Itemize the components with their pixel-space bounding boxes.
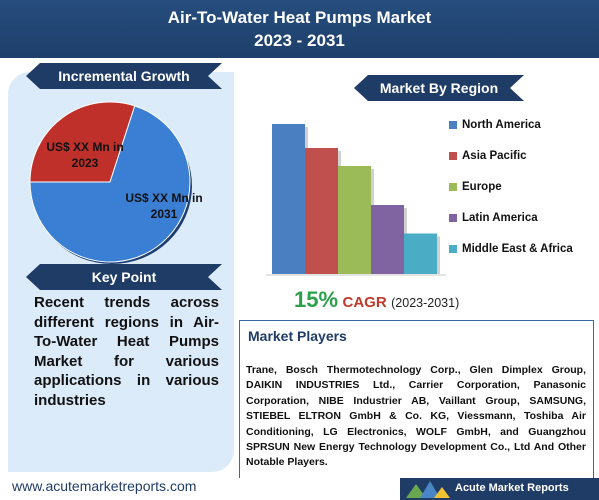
market-by-region-label: Market By Region <box>354 75 524 101</box>
logo-icon <box>406 481 450 498</box>
company-logo: Acute Market Reports <box>400 478 599 500</box>
legend-swatch <box>449 245 457 253</box>
key-point-text: Recent trends across different regions i… <box>34 294 219 409</box>
incremental-growth-pie-chart <box>29 101 192 264</box>
page-title: Air-To-Water Heat Pumps Market <box>167 8 432 27</box>
logo-text: Acute Market Reports <box>455 482 569 494</box>
cagr-years: (2023-2031) <box>391 296 460 310</box>
bar-latin-america <box>371 205 404 274</box>
legend-swatch <box>449 214 457 222</box>
legend-label: Europe <box>462 181 502 193</box>
market-players-box: Market Players Trane, Bosch Thermotechno… <box>239 320 594 494</box>
market-by-region-bar-chart <box>266 124 446 276</box>
page-subtitle-years: 2023 - 2031 <box>254 31 345 50</box>
bar-asia-pacific <box>305 148 338 274</box>
legend-swatch <box>449 152 457 160</box>
pie-label-2031: US$ XX Mn in 2031 <box>125 191 203 221</box>
key-point-label: Key Point <box>26 264 222 290</box>
incremental-growth-label: Incremental Growth <box>26 63 222 89</box>
cagr-value: 15% <box>294 287 339 312</box>
bar-europe <box>338 166 371 274</box>
legend-label: Latin America <box>462 212 538 224</box>
pie-label-2023: US$ XX Mn in 2023 <box>46 140 124 170</box>
market-players-title: Market Players <box>248 328 347 344</box>
legend-swatch <box>449 121 457 129</box>
market-by-region-ribbon: Market By Region <box>354 75 524 101</box>
legend-swatch <box>449 183 457 191</box>
legend-label: Asia Pacific <box>462 150 527 162</box>
footer: www.acutemarketreports.com Acute Market … <box>0 478 599 500</box>
legend-label: North America <box>462 119 541 131</box>
website-link[interactable]: www.acutemarketreports.com <box>12 478 197 494</box>
cagr-word: CAGR <box>342 294 387 311</box>
bar-middle-east-africa <box>404 233 437 274</box>
market-players-text: Trane, Bosch Thermotechnology Corp., Gle… <box>246 364 586 469</box>
pie-slice-1 <box>29 105 191 263</box>
bar-north-america <box>272 124 305 274</box>
incremental-growth-ribbon: Incremental Growth <box>26 63 222 89</box>
cagr-line: 15% CAGR (2023-2031) <box>294 287 459 313</box>
key-point-ribbon: Key Point <box>26 264 222 290</box>
header-banner: Air-To-Water Heat Pumps Market 2023 - 20… <box>0 0 599 58</box>
pie-slice-0 <box>29 101 136 183</box>
legend-label: Middle East & Africa <box>462 243 573 255</box>
